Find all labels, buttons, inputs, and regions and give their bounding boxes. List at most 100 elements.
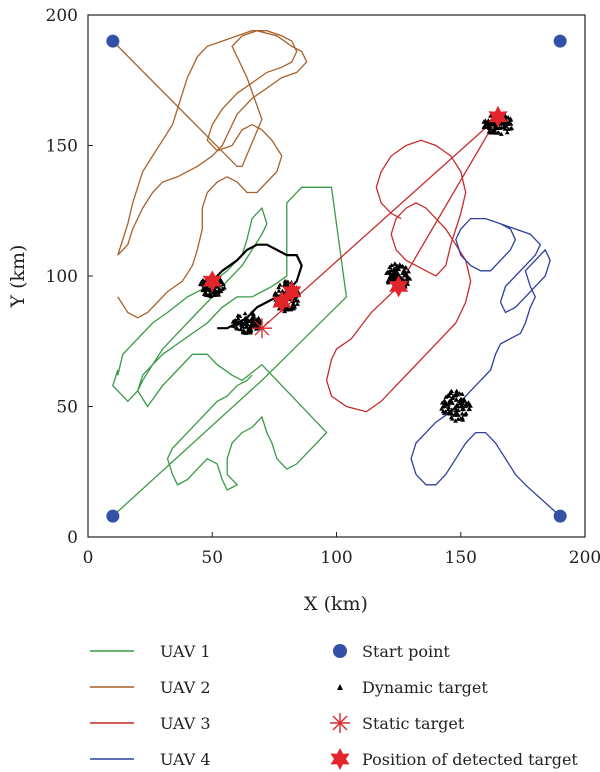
dynamic-target-point (396, 272, 402, 277)
dynamic-target-point (402, 272, 408, 278)
dynamic-target-point (449, 411, 455, 416)
dynamic-target-point (440, 404, 446, 409)
legend-item-uav-2: UAV 2 (90, 674, 211, 700)
dynamic-target-point (405, 281, 411, 286)
dynamic-target-point (406, 269, 411, 274)
dynamic-target-point (453, 397, 459, 402)
dynamic-target-point (243, 330, 249, 335)
dynamic-target-point (293, 297, 299, 303)
dynamic-target-point (453, 411, 459, 416)
dynamic-target-point (392, 276, 398, 281)
dynamic-target-point (249, 310, 254, 315)
dynamic-target-point (246, 318, 251, 323)
dynamic-target-point (451, 393, 457, 398)
dynamic-target-point (280, 288, 285, 293)
legend-label-uav-4: UAV 4 (160, 749, 211, 769)
dynamic-target-point (396, 266, 402, 272)
legend: UAV 1 UAV 2 UAV 3 UAV 4 Start point Dyna… (0, 630, 600, 772)
legend-label-static-target: Static target (362, 713, 465, 733)
dynamic-target-point (486, 129, 492, 134)
dynamic-target-point (254, 323, 260, 329)
dynamic-target-point (238, 326, 244, 332)
axis-ticks: 00 50 50 100 100 150 150 200 200 (46, 6, 600, 568)
detected-target (282, 280, 302, 303)
legend-item-uav-3: UAV 3 (90, 710, 211, 736)
dynamic-target-point (204, 292, 210, 298)
dynamic-target-point (235, 316, 241, 321)
dynamic-target-point (213, 289, 219, 295)
dynamic-target-point (215, 284, 220, 289)
dynamic-target-point (445, 407, 451, 412)
dynamic-target-point (231, 323, 236, 328)
dynamic-target-point (448, 415, 454, 420)
start-point (106, 34, 120, 48)
dynamic-target-point (459, 391, 465, 396)
dynamic-target-point (284, 280, 290, 285)
series-line-uav-3 (261, 116, 499, 413)
dynamic-target-point (386, 269, 392, 274)
y-tick-label: 50 (56, 398, 78, 418)
dynamic-target-point (506, 120, 512, 125)
dynamic-target-point (282, 308, 288, 314)
legend-item-uav-1: UAV 1 (90, 638, 211, 664)
dynamic-target-point (446, 404, 451, 410)
dynamic-target-point (392, 266, 398, 272)
dynamic-target-point (453, 404, 459, 409)
dynamic-target-point (244, 321, 250, 326)
dynamic-target-point (481, 124, 487, 130)
legend-label-uav-3: UAV 3 (160, 713, 211, 733)
dynamic-target-point (458, 404, 464, 409)
x-tick-label: 50 (201, 548, 223, 568)
dynamic-target-point (453, 418, 458, 423)
dynamic-target-point (459, 415, 465, 420)
static-target (251, 318, 272, 339)
legend-line-uav-1 (90, 650, 134, 652)
dynamic-target-point (396, 263, 402, 269)
dynamic-target-point (295, 301, 300, 306)
dynamic-target-point (272, 290, 278, 295)
dynamic-target-point (508, 117, 513, 122)
dynamic-target-point (468, 403, 473, 408)
start-point (106, 509, 120, 523)
chart: 00 50 50 100 100 150 150 200 200 X (km) Y (km) (7, 6, 600, 615)
dynamic-target-point (204, 285, 210, 290)
dynamic-target-point (250, 316, 256, 321)
start-point-circle-icon (333, 644, 347, 658)
legend-item-uav-4: UAV 4 (90, 746, 211, 772)
legend-item-detected-target: Position of detected target (312, 746, 578, 772)
dynamic-target-point (492, 124, 498, 129)
dynamic-target-point (401, 268, 407, 273)
dynamic-target-point (288, 306, 294, 312)
dynamic-target-point (256, 315, 261, 320)
start-point (553, 509, 567, 523)
dynamic-target-point (498, 131, 504, 136)
dynamic-target-point (502, 126, 508, 131)
x-axis-label: X (km) (304, 593, 368, 615)
x-tick-label: 150 (445, 548, 477, 568)
dynamic-target-point (233, 318, 238, 323)
dynamic-target-point (443, 401, 449, 407)
dynamic-target-point (211, 292, 217, 297)
legend-item-start-point: Start point (312, 638, 450, 664)
dynamic-target-point (488, 113, 493, 118)
dynamic-target-point (389, 272, 395, 277)
x-tick-label: 0 (83, 548, 94, 568)
detected-target-star-icon (330, 748, 350, 770)
dynamic-target-point (239, 320, 245, 325)
dynamic-target-cluster (230, 310, 264, 335)
dynamic-target-point (238, 322, 244, 327)
dynamic-target-point (491, 120, 497, 125)
y-tick-label: 200 (46, 6, 78, 26)
dynamic-target-point (461, 406, 466, 411)
dynamic-target-point (446, 393, 452, 398)
y-tick-label: 150 (46, 137, 78, 157)
dynamic-target-point (490, 128, 495, 133)
dynamic-target-point (392, 261, 398, 266)
dynamic-target-point (244, 324, 250, 329)
legend-label-uav-2: UAV 2 (160, 677, 211, 697)
legend-item-static-target: Static target (312, 710, 464, 736)
dynamic-target-point (486, 125, 492, 130)
dynamic-target-point (497, 125, 502, 130)
dynamic-target-point (235, 326, 240, 331)
dynamic-target-point (248, 328, 254, 334)
